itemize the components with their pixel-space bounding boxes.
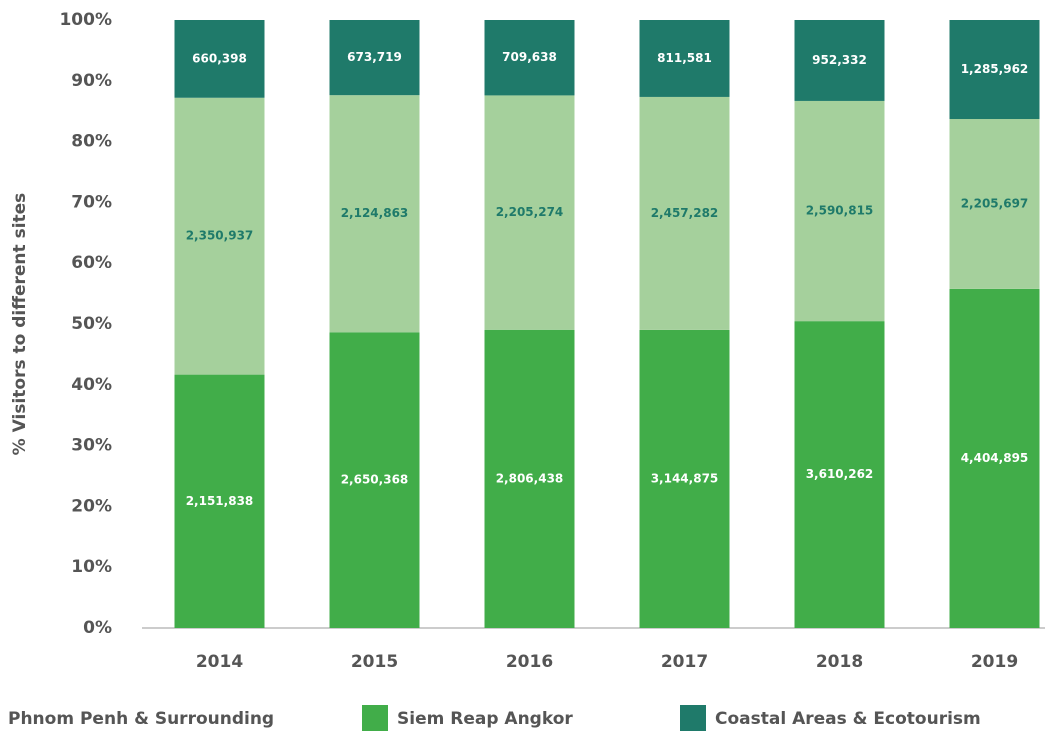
legend-label: Phnom Penh & Surrounding [8, 709, 274, 729]
y-tick-label: 0% [83, 618, 112, 638]
legend-label: Siem Reap Angkor [397, 709, 573, 729]
bar-segment [639, 329, 730, 628]
y-axis-label: % Visitors to different sites [10, 193, 30, 456]
y-tick-label: 100% [59, 10, 112, 30]
y-tick-label: 50% [71, 314, 112, 334]
data-label: 1,285,962 [961, 62, 1029, 76]
bar-segment [484, 95, 575, 330]
bar-segment [329, 332, 420, 628]
bar-segment [174, 374, 265, 628]
data-label: 2,124,863 [341, 206, 409, 220]
x-tick-label: 2014 [196, 652, 243, 672]
y-tick-label: 70% [71, 192, 112, 212]
y-tick-label: 30% [71, 436, 112, 456]
data-label: 673,719 [347, 50, 402, 64]
x-tick-label: 2015 [351, 652, 398, 672]
legend-swatch [680, 705, 706, 731]
data-label: 2,457,282 [651, 206, 719, 220]
bar-segment [639, 20, 730, 97]
x-tick-label: 2019 [971, 652, 1018, 672]
data-label: 4,404,895 [961, 451, 1029, 465]
y-tick-label: 10% [71, 557, 112, 577]
data-label: 2,205,274 [496, 205, 564, 219]
data-label: 2,590,815 [806, 204, 874, 218]
data-label: 2,205,697 [961, 196, 1029, 210]
bar-segment [949, 288, 1040, 628]
y-tick-label: 20% [71, 496, 112, 516]
data-label: 952,332 [812, 53, 867, 67]
data-label: 811,581 [657, 51, 712, 65]
bar-segment [794, 321, 885, 628]
data-label: 2,806,438 [496, 471, 564, 485]
y-tick-label: 40% [71, 375, 112, 395]
bar-segment [949, 20, 1040, 120]
bar-segment [329, 95, 420, 333]
y-tick-label: 80% [71, 132, 112, 152]
bar-segment [484, 329, 575, 628]
bar-segment [174, 97, 265, 375]
bar-segment [329, 20, 420, 96]
legend-label: Coastal Areas & Ecotourism [715, 709, 981, 729]
bar-segment [484, 20, 575, 96]
x-tick-label: 2017 [661, 652, 708, 672]
data-label: 2,350,937 [186, 229, 254, 243]
bar-segment [794, 100, 885, 322]
bar-segment [639, 96, 730, 330]
data-label: 3,144,875 [651, 471, 719, 485]
y-tick-label: 90% [71, 71, 112, 91]
data-label: 2,650,368 [341, 473, 409, 487]
data-label: 2,151,838 [186, 494, 254, 508]
bar-segment [174, 20, 265, 98]
data-label: 3,610,262 [806, 467, 874, 481]
x-tick-label: 2016 [506, 652, 553, 672]
data-label: 660,398 [192, 51, 247, 65]
x-tick-label: 2018 [816, 652, 863, 672]
legend-swatch [362, 705, 388, 731]
data-label: 709,638 [502, 50, 557, 64]
y-tick-label: 60% [71, 253, 112, 273]
bar-segment [949, 119, 1040, 289]
bar-segment [794, 20, 885, 101]
